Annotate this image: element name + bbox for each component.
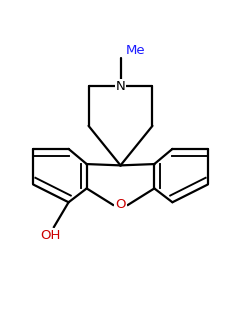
Text: N: N [116, 80, 125, 93]
Text: OH: OH [40, 229, 60, 242]
Text: Me: Me [125, 44, 145, 57]
Text: O: O [115, 198, 126, 211]
